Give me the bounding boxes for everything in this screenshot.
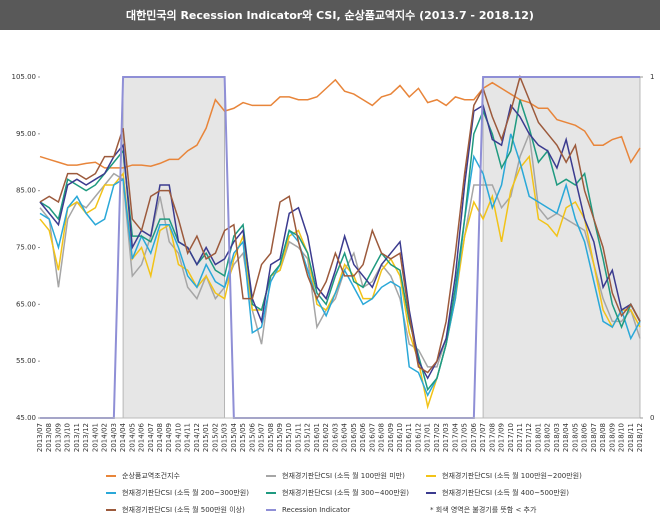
recession-shade [482,76,641,419]
series-line [39,78,641,169]
legend-label: 현재경기판단CSI (소득 월 100만원~200만원) [442,471,582,480]
legend-label: 현재경기판단CSI (소득 월 300~400만원) [282,488,409,497]
x-tick-label: 2013/09 [54,423,62,452]
x-tick-label: 2015/02 [211,423,219,452]
y-tick-label: 105.00 [12,73,37,81]
x-tick-label: 2016/08 [378,423,386,452]
legend-label: 현재경기판단CSI (소득 월 500만원 이상) [122,505,245,514]
x-tick-label: 2017/08 [488,423,496,452]
x-tick-label: 2018/03 [553,423,561,452]
x-tick-label: 2018/02 [544,423,552,452]
x-tick-label: 2015/10 [285,423,293,452]
legend-label: Recession Indicator [282,506,350,514]
y-tick-label: 85.00 [16,187,36,195]
x-tick-label: 2014/11 [184,423,192,452]
x-tick-label: 2018/08 [599,423,607,452]
x-tick-label: 2015/01 [202,423,210,452]
x-tick-label: 2014/08 [156,423,164,452]
x-tick-label: 2015/07 [258,423,266,452]
x-tick-label: 2016/09 [387,423,395,452]
x-tick-label: 2013/07 [36,423,44,452]
series-line [39,154,641,410]
note: * 회색 영역은 불경기를 뜻함 < 추가 [430,505,537,514]
x-tick-label: 2018/07 [590,423,598,452]
x-tick-label: 2014/02 [101,423,109,452]
x-tick-label: 2017/09 [498,423,506,452]
x-tick-label: 2018/05 [571,423,579,452]
x-tick-label: 2014/03 [110,423,118,452]
series-line [39,133,641,398]
y-tick-label: 95.00 [16,130,36,138]
y-tick-label: 45.00 [16,414,36,422]
x-tick-label: 2017/04 [451,422,459,452]
x-tick-label: 2017/05 [461,423,469,452]
x-tick-label: 2013/12 [82,423,90,452]
x-tick-label: 2015/05 [239,423,247,452]
legend-label: 순상품교역조건지수 [122,471,181,480]
x-tick-label: 2015/06 [248,422,256,452]
legend-label: 현재경기판단CSI (소득 월 400~500만원) [442,488,569,497]
x-tick-label: 2018/10 [618,423,626,452]
x-tick-label: 2015/09 [276,423,284,452]
x-tick-label: 2017/02 [433,423,441,452]
x-tick-label: 2014/06 [138,422,146,452]
x-tick-label: 2014/10 [174,423,182,452]
y-tick-label: 55.00 [16,357,36,365]
y2-tick-label: 0 [650,414,654,422]
series-line [39,74,641,374]
x-tick-label: 2015/11 [294,423,302,452]
x-tick-label: 2017/03 [442,423,450,452]
x-tick-label: 2016/05 [350,423,358,452]
x-tick-label: 2018/04 [562,422,570,452]
legend-label: 현재경기판단CSI (소득 월 200~300만원) [122,488,249,497]
x-tick-label: 2015/12 [304,423,312,452]
x-tick-label: 2014/01 [91,423,99,452]
x-tick-label: 2018/12 [636,423,644,452]
x-tick-label: 2016/11 [405,423,413,452]
x-tick-label: 2017/01 [424,423,432,452]
y2-tick-label: 1 [650,73,654,81]
shade-layer [122,76,641,419]
series-line [39,130,641,368]
x-tick-label: 2016/10 [396,423,404,452]
x-tick-label: 2018/09 [608,423,616,452]
x-tick-label: 2016/04 [341,422,349,452]
x-tick-label: 2016/06 [359,422,367,452]
y-tick-label: 75.00 [16,244,36,252]
x-tick-label: 2017/06 [470,422,478,452]
x-tick-label: 2014/09 [165,423,173,452]
x-tick-label: 2016/03 [331,423,339,452]
x-tick-label: 2017/12 [525,423,533,452]
y-tick-label: 65.00 [16,300,36,308]
x-tick-label: 2014/12 [193,423,201,452]
x-tick-label: 2013/11 [73,423,81,452]
x-tick-label: 2014/07 [147,423,155,452]
legend-label: 현재경기판단CSI (소득 월 100만원 미만) [282,471,405,480]
chart-title: 대한민국의 Recession Indicator와 CSI, 순상품교역지수 … [126,8,534,22]
x-tick-label: 2017/10 [507,423,515,452]
x-tick-label: 2015/03 [221,423,229,452]
x-tick-label: 2013/10 [64,423,72,452]
x-tick-label: 2018/01 [534,423,542,452]
title-bar [0,0,660,30]
x-tick-label: 2016/12 [414,423,422,452]
x-tick-label: 2018/06 [581,422,589,452]
x-tick-label: 2017/11 [516,423,524,452]
x-tick-label: 2018/11 [627,423,635,452]
x-tick-label: 2016/02 [322,423,330,452]
x-tick-label: 2014/04 [119,422,127,452]
x-tick-label: 2015/04 [230,422,238,452]
x-tick-label: 2013/08 [45,423,53,452]
series-line [39,103,641,380]
x-tick-label: 2015/08 [267,423,275,452]
x-tick-label: 2016/07 [368,423,376,452]
x-tick-label: 2016/01 [313,423,321,452]
x-tick-label: 2014/05 [128,423,136,452]
x-tick-label: 2017/07 [479,423,487,452]
